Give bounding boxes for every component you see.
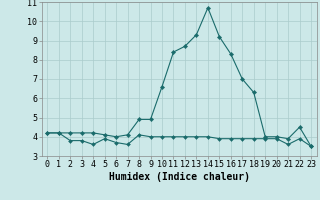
X-axis label: Humidex (Indice chaleur): Humidex (Indice chaleur) [109,172,250,182]
